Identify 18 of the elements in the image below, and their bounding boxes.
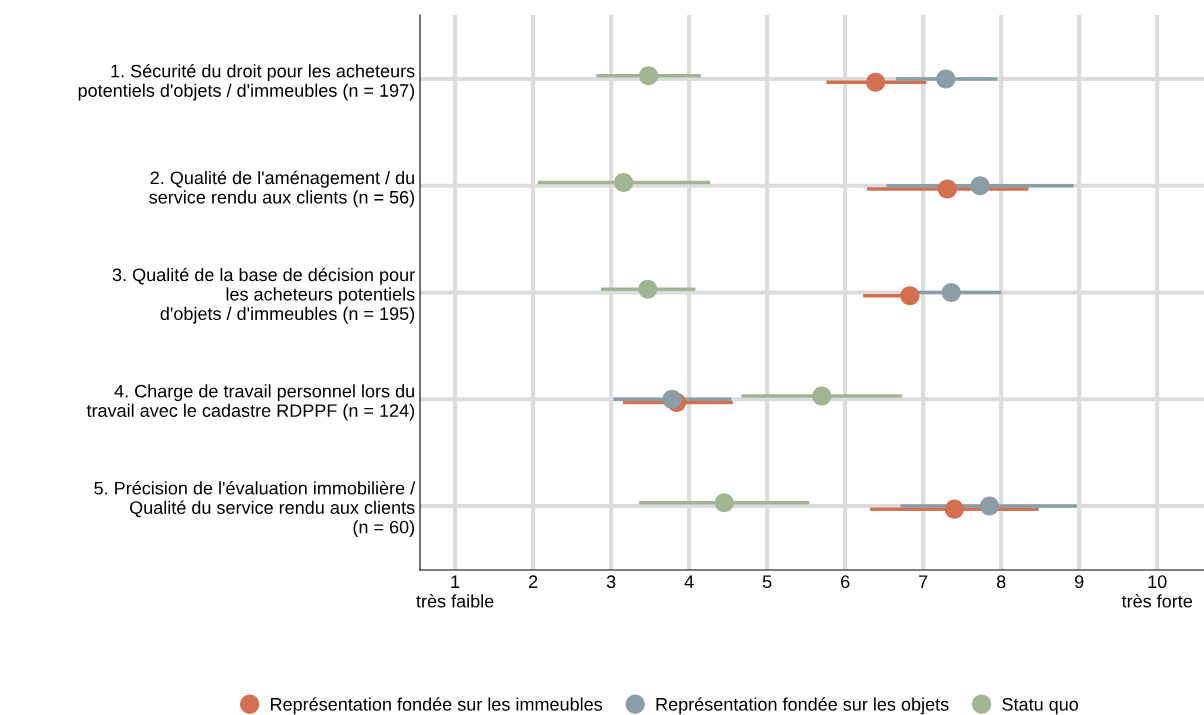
x-tick-label: 6 (841, 575, 850, 589)
y-tick-label: 2. Qualité de l'aménagement / du service rendu aux clients (n = 56) (149, 170, 415, 208)
x-tick-label: 10 très forte (1121, 575, 1193, 608)
x-tick-label: 5 (762, 575, 772, 589)
y-tick-label: 3. Qualité de la base de décision pour les acheteurs potentiels d'objets / d'immeubles (n = 195) (112, 267, 415, 324)
x-tick-label: 4 (684, 575, 694, 588)
x-tick-label: 2 (529, 575, 538, 588)
legend-label: Statu quo (1002, 697, 1079, 715)
y-tick-label: 4. Charge de travail personnel lors du travail avec le cadastre RDPPF (n = 124) (86, 384, 415, 421)
legend-label: Représentation fondée sur les immeubles (271, 697, 603, 715)
x-tick-label: 9 (1075, 575, 1084, 589)
x-tick-label: 8 (996, 575, 1006, 589)
x-tick-label: 1 très faible (416, 575, 494, 608)
y-tick-label: 1. Sécurité du droit pour les acheteurs potentiels d'objets / d'immeubles (n = 197) (78, 63, 415, 101)
x-tick-label: 7 (919, 575, 928, 588)
legend-label: Représentation fondée sur les objets (656, 697, 949, 715)
y-tick-label: 5. Précision de l'évaluation immobilière / Qualité du service rendu aux clients (n = 60) (94, 481, 416, 537)
x-tick-label: 3 (606, 575, 616, 589)
